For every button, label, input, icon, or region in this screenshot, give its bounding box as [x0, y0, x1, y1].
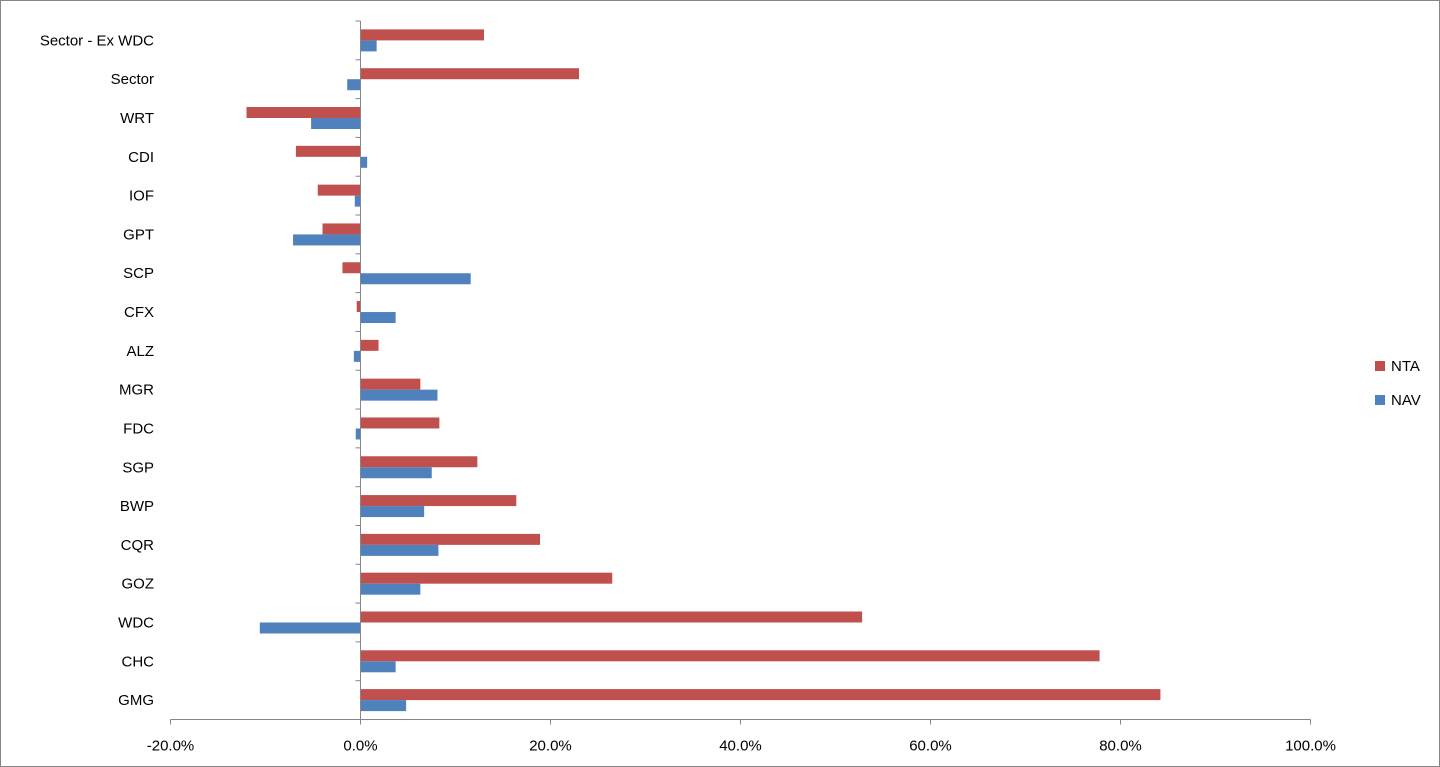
bar-nta-gpt	[322, 223, 361, 235]
bar-nav-bwp	[360, 506, 425, 518]
category-label-goz: GOZ	[122, 576, 155, 593]
bar-nav-cdi	[360, 156, 368, 168]
category-label-cfx: CFX	[124, 304, 154, 321]
bar-nav-gmg	[360, 700, 407, 712]
category-label-bwp: BWP	[120, 498, 154, 515]
category-label-sector-ex-wdc: Sector - Ex WDC	[40, 32, 154, 49]
x-tick-label: 100.0%	[1285, 738, 1336, 755]
bar-nta-cqr	[360, 533, 541, 545]
category-label-cdi: CDI	[128, 149, 154, 166]
bar-nav-cfx	[360, 312, 396, 324]
bar-nav-fdc	[355, 428, 361, 440]
bar-nav-chc	[360, 661, 396, 673]
bar-nav-wrt	[311, 118, 361, 130]
legend-swatch-nav	[1375, 395, 1385, 405]
category-label-scp: SCP	[123, 265, 154, 282]
bar-nta-cfx	[356, 301, 361, 313]
bar-nta-scp	[342, 262, 361, 274]
bar-nav-scp	[360, 273, 471, 285]
bar-nta-wrt	[246, 107, 361, 119]
category-label-wrt: WRT	[120, 110, 154, 127]
category-label-cqr: CQR	[121, 537, 155, 554]
bar-nav-sgp	[360, 467, 432, 479]
x-tick-label: 0.0%	[343, 738, 377, 755]
category-label-mgr: MGR	[119, 382, 154, 399]
bar-nta-mgr	[360, 378, 421, 390]
bar-nta-sgp	[360, 456, 478, 468]
bar-nta-wdc	[360, 611, 863, 623]
bar-nav-iof	[354, 195, 361, 207]
category-label-sector: Sector	[111, 71, 154, 88]
category-label-sgp: SGP	[122, 459, 154, 476]
category-label-chc: CHC	[122, 653, 155, 670]
bar-nav-cqr	[360, 544, 439, 556]
bar-nav-alz	[353, 350, 361, 362]
bars-group	[246, 29, 1161, 712]
bar-nta-sector	[360, 68, 579, 80]
legend-label-nta: NTA	[1391, 358, 1420, 375]
bar-nta-iof	[317, 184, 361, 196]
axes-group: Sector - Ex WDC Sector WRT CDI IOF GPT SCP CFX A…	[40, 20, 1336, 755]
bar-nav-wdc	[259, 622, 361, 634]
category-label-gpt: GPT	[123, 226, 154, 243]
legend-label-nav: NAV	[1391, 392, 1421, 409]
bar-nta-goz	[360, 572, 613, 584]
x-tick-label: 40.0%	[719, 738, 762, 755]
legend: NTA NAV	[1375, 358, 1421, 409]
category-label-alz: ALZ	[126, 343, 154, 360]
bar-nta-cdi	[295, 145, 361, 157]
bar-nav-mgr	[360, 389, 438, 401]
bar-nta-fdc	[360, 417, 440, 429]
bar-nta-chc	[360, 650, 1100, 662]
x-tick-label: 20.0%	[529, 738, 572, 755]
category-label-fdc: FDC	[123, 420, 154, 437]
bar-nta-sector-ex-wdc	[360, 29, 484, 41]
bar-nta-gmg	[360, 689, 1161, 701]
category-label-gmg: GMG	[118, 692, 154, 709]
bar-nav-goz	[360, 583, 421, 595]
bar-nta-alz	[360, 339, 379, 351]
bar-nav-gpt	[293, 234, 361, 246]
bar-nta-bwp	[360, 495, 517, 507]
bar-nav-sector	[347, 79, 361, 91]
category-label-wdc: WDC	[118, 614, 154, 631]
bar-nav-sector-ex-wdc	[360, 40, 377, 52]
legend-swatch-nta	[1375, 361, 1385, 371]
category-label-iof: IOF	[129, 188, 154, 205]
x-tick-label: -20.0%	[147, 738, 195, 755]
x-tick-label: 80.0%	[1099, 738, 1142, 755]
x-tick-label: 60.0%	[909, 738, 952, 755]
